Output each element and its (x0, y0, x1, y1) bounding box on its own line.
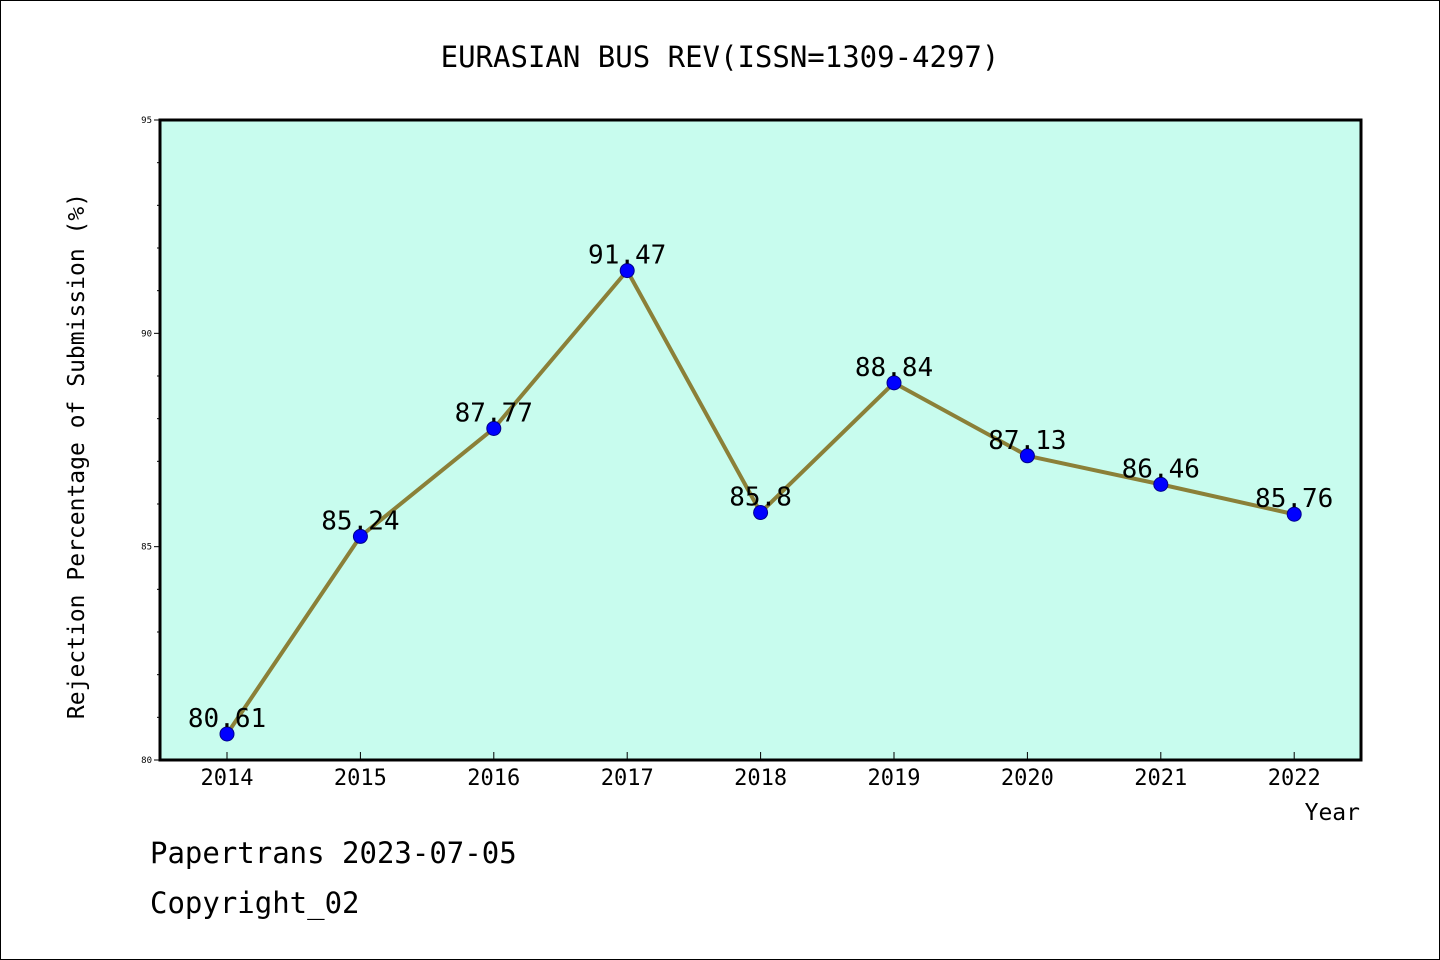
data-label: 85.8 (729, 483, 792, 513)
y-axis: 80 85 90 95 (141, 116, 160, 766)
data-label: 87.13 (988, 426, 1066, 456)
plot-area (158, 118, 1363, 762)
data-point (219, 726, 235, 742)
footer-date: Papertrans 2023-07-05 (150, 836, 517, 870)
data-point (753, 505, 769, 521)
data-point (1019, 448, 1035, 464)
x-tick-label: 2017 (601, 766, 654, 791)
y-tick-label: 85 (141, 543, 152, 553)
x-tick-label: 2022 (1268, 766, 1321, 791)
y-tick-label: 95 (141, 116, 152, 126)
data-point (1153, 476, 1169, 492)
series-group: 80.61 85.24 87.77 91.47 85.8 88.84 87.13 86.46 8… (188, 241, 1333, 742)
data-label: 85.24 (321, 506, 399, 536)
data-label: 91.47 (588, 241, 666, 271)
data-label: 85.76 (1255, 484, 1333, 514)
x-tick-label: 2019 (868, 766, 921, 791)
data-point (886, 375, 902, 391)
data-label: 87.77 (455, 398, 533, 428)
data-label: 86.46 (1122, 454, 1200, 484)
x-tick-label: 2016 (467, 766, 520, 791)
x-axis: 2014 2015 2016 2017 2018 2019 2020 2021 2022 (201, 752, 1321, 791)
footer-copyright: Copyright_02 (150, 886, 360, 920)
data-label: 80.61 (188, 704, 266, 734)
y-tick-label: 80 (141, 756, 152, 766)
x-tick-label: 2020 (1001, 766, 1054, 791)
x-axis-label: Year (1305, 800, 1360, 826)
y-axis-label: Rejection Percentage of Submission (%) (64, 193, 90, 719)
data-point (486, 420, 502, 436)
y-tick-label: 90 (141, 329, 152, 339)
data-point (1286, 506, 1302, 522)
x-tick-label: 2021 (1134, 766, 1187, 791)
data-point (619, 263, 635, 279)
data-point (352, 528, 368, 544)
chart-title: EURASIAN BUS REV(ISSN=1309-4297) (441, 40, 1000, 74)
x-tick-label: 2018 (734, 766, 787, 791)
x-tick-label: 2015 (334, 766, 387, 791)
x-tick-label: 2014 (201, 766, 254, 791)
data-label: 88.84 (855, 353, 933, 383)
